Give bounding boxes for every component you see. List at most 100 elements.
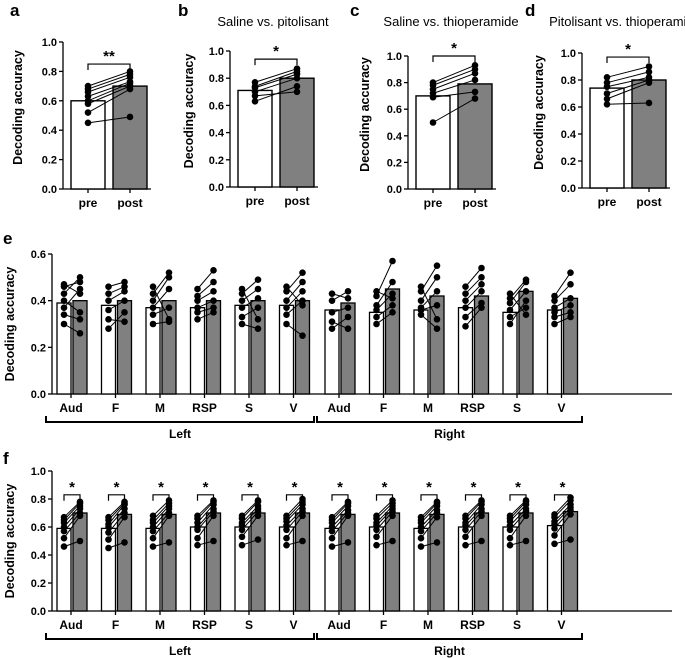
significance-marker: * [426,479,432,496]
x-tick-label: post [284,194,309,208]
point-pre [105,325,112,332]
point-pre [328,290,336,297]
point-post [389,537,396,545]
point-post [389,309,396,316]
paired-line [376,515,393,538]
point-post [389,302,396,309]
paired-line [465,500,482,517]
point-pre [462,297,469,304]
point-pre [551,532,558,539]
point-pre [551,297,558,304]
point-post [433,274,441,281]
point-pre [60,311,68,318]
bar-post [250,300,266,395]
point-post [76,278,84,286]
x-tick-label: M [423,618,433,632]
point-pre [328,513,336,521]
paired-line [152,515,170,539]
point-post [344,325,352,332]
x-tick-label: pre [246,194,265,208]
x-tick-label: V [557,401,565,415]
point-pre [194,309,201,316]
y-tick-label: 1.0 [387,51,402,63]
point-post [567,536,574,543]
point-post [165,274,173,281]
bar-post [72,300,88,395]
bar-post [473,512,490,612]
point-post [645,63,653,70]
paired-line [254,73,298,89]
panel-letter-a: a [10,1,20,20]
significance-bracket [509,494,527,501]
point-pre [194,541,201,549]
point-post [299,332,306,339]
panel-letter-e: e [3,229,12,248]
y-tick-label: 0.2 [42,155,57,167]
paired-line [197,500,214,517]
point-pre [551,540,558,548]
y-tick-label: 0.8 [387,78,402,90]
point-pre [194,316,201,323]
point-pre [238,304,246,311]
y-tick-label: 0.8 [209,73,224,85]
paired-line [197,515,214,539]
significance-marker: * [515,479,521,496]
point-post [254,325,262,332]
y-tick-label: 0.8 [561,75,576,87]
point-post [433,325,441,332]
paired-line [331,316,349,330]
point-pre [462,541,469,549]
significance-bracket [152,494,170,501]
x-tick-label: RSP [460,618,485,632]
point-pre [194,292,201,300]
bar-post [294,300,311,395]
point-pre [60,281,68,288]
point-pre [373,313,380,321]
paired-line [87,116,131,124]
point-post [254,536,262,543]
point-pre [462,323,469,330]
point-pre [283,320,290,328]
panel-letter-d: d [525,1,535,20]
point-post [210,267,217,274]
point-pre [60,304,68,311]
point-post [522,537,530,545]
paired-line [63,515,81,539]
point-post [76,290,84,297]
significance-marker: * [69,479,75,496]
point-pre [149,304,157,311]
point-pre [603,90,611,97]
point-post [254,276,262,283]
significance-marker: * [158,479,164,496]
point-post [389,290,396,297]
bar-pre [278,304,295,395]
point-pre [462,533,469,541]
point-pre [373,292,380,300]
point-post [478,274,485,281]
point-post [389,295,396,302]
bar-post [161,513,177,612]
point-pre [238,313,246,321]
paired-line [286,515,303,539]
point-pre [462,283,469,290]
point-post [478,537,485,545]
point-post [210,309,217,316]
paired-line [254,91,298,97]
significance-bracket [241,494,259,501]
x-tick-label: M [155,401,165,415]
point-post [478,299,485,307]
point-pre [373,541,380,549]
significance-bracket [87,63,131,71]
y-tick-label: 0.0 [209,182,224,194]
point-pre [373,302,380,309]
paired-line [606,82,650,100]
point-post [76,316,84,323]
point-post [299,297,306,304]
significance-bracket [606,56,650,64]
significance-marker: ** [103,48,115,65]
point-pre [84,119,92,127]
y-tick-label: 0.6 [209,100,224,112]
point-post [254,295,262,302]
point-pre [60,543,68,550]
